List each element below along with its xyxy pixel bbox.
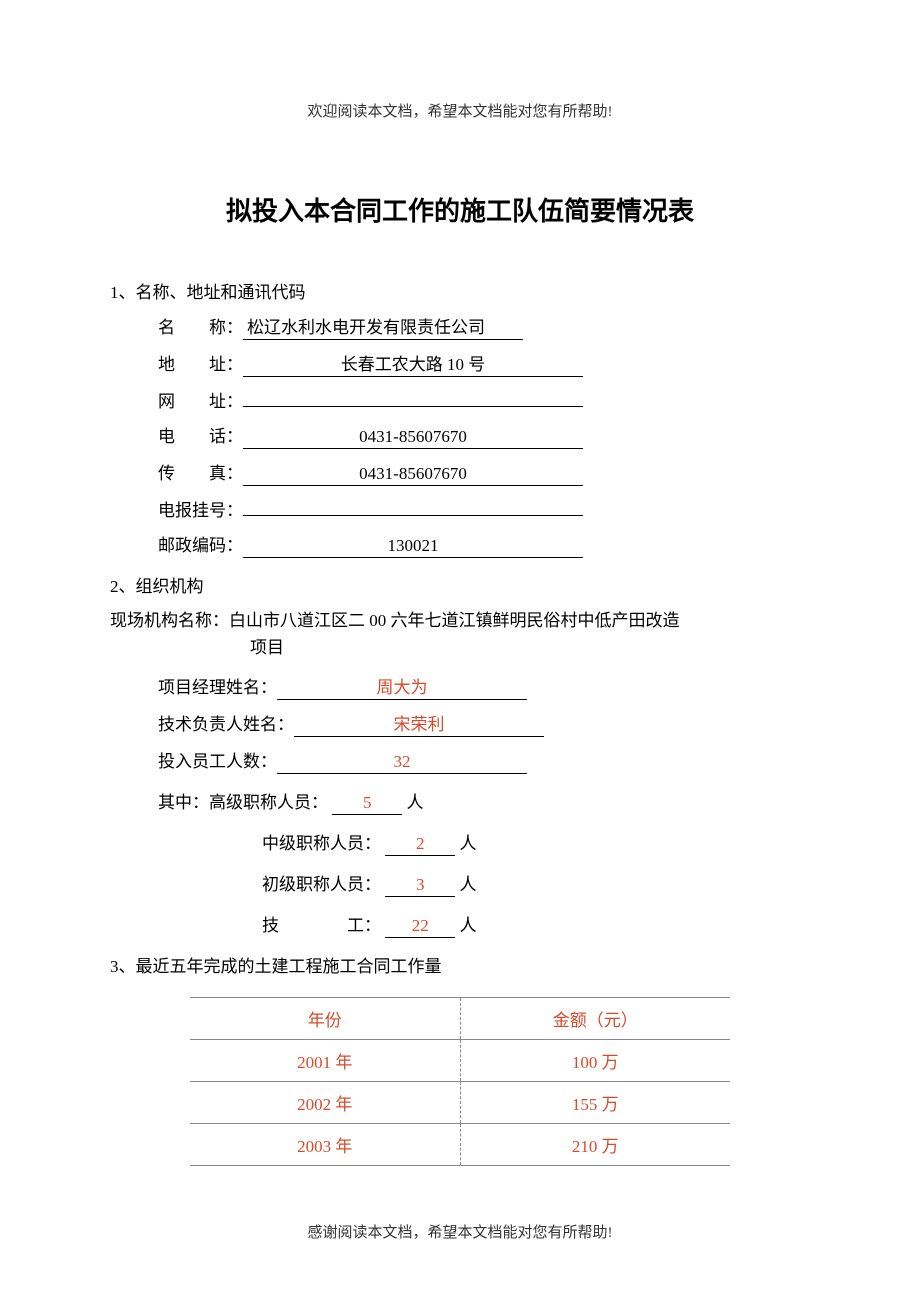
cell-amount: 100 万 (460, 1040, 730, 1082)
staff-label: 投入员工人数： (158, 747, 277, 772)
table-row: 2002 年 155 万 (190, 1082, 730, 1124)
org-value-l2: 项目 (250, 634, 810, 661)
addr-label: 地 址： (158, 350, 243, 375)
field-mid: 中级职称人员： 2 人 (262, 829, 810, 856)
pm-label: 项目经理姓名： (158, 673, 277, 698)
cell-amount: 210 万 (460, 1124, 730, 1166)
field-staff: 投入员工人数： 32 (158, 747, 810, 774)
cell-year: 2001 年 (190, 1040, 460, 1082)
work-table: 年份 金额（元） 2001 年 100 万 2002 年 155 万 2003 … (190, 997, 730, 1166)
telex-value (243, 514, 583, 516)
zip-value: 130021 (243, 536, 583, 558)
page-title: 拟投入本合同工作的施工队伍简要情况表 (110, 191, 810, 228)
cell-year: 2003 年 (190, 1124, 460, 1166)
unit-person: 人 (460, 875, 477, 894)
field-tel: 电 话： 0431-85607670 (158, 422, 810, 449)
tech-value: 宋荣利 (294, 710, 544, 737)
junior-label: 初级职称人员： (262, 875, 381, 894)
field-pm: 项目经理姓名： 周大为 (158, 673, 810, 700)
among-label: 其中：高级职称人员： (158, 793, 328, 812)
name-value: 松辽水利水电开发有限责任公司 (243, 313, 523, 340)
section2-heading: 2、组织机构 (110, 572, 810, 597)
org-value-l1: 白山市八道江区二 00 六年七道江镇鲜明民俗村中低产田改造 (229, 611, 680, 630)
mid-value: 2 (385, 834, 455, 856)
header-note: 欢迎阅读本文档，希望本文档能对您有所帮助! (110, 100, 810, 121)
field-senior: 其中：高级职称人员： 5 人 (158, 788, 810, 815)
tel-value: 0431-85607670 (243, 427, 583, 449)
fax-label: 传 真： (158, 459, 243, 484)
col-amount: 金额（元） (460, 998, 730, 1040)
field-junior: 初级职称人员： 3 人 (262, 870, 810, 897)
org-label: 现场机构名称： (110, 611, 229, 630)
cell-amount: 155 万 (460, 1082, 730, 1124)
field-worker: 技 工： 22 人 (262, 911, 810, 938)
table-row: 2001 年 100 万 (190, 1040, 730, 1082)
staff-value: 32 (277, 752, 527, 774)
telex-label: 电报挂号： (158, 496, 243, 521)
addr-value: 长春工农大路 10 号 (243, 350, 583, 377)
field-web: 网 址： (158, 387, 810, 412)
section1-heading: 1、名称、地址和通讯代码 (110, 278, 810, 303)
tech-label: 技术负责人姓名： (158, 710, 294, 735)
pm-value: 周大为 (277, 673, 527, 700)
field-tech: 技术负责人姓名： 宋荣利 (158, 710, 810, 737)
field-name: 名 称： 松辽水利水电开发有限责任公司 (158, 313, 810, 340)
unit-person: 人 (407, 793, 424, 812)
mid-label: 中级职称人员： (262, 834, 381, 853)
zip-label: 邮政编码： (158, 531, 243, 556)
table-row: 2003 年 210 万 (190, 1124, 730, 1166)
col-year: 年份 (190, 998, 460, 1040)
name-label: 名 称： (158, 313, 243, 338)
field-zip: 邮政编码： 130021 (158, 531, 810, 558)
web-label: 网 址： (158, 387, 243, 412)
table-header-row: 年份 金额（元） (190, 998, 730, 1040)
tel-label: 电 话： (158, 422, 243, 447)
unit-person: 人 (460, 916, 477, 935)
org-name-row: 现场机构名称：白山市八道江区二 00 六年七道江镇鲜明民俗村中低产田改造 项目 (110, 607, 810, 661)
senior-value: 5 (332, 793, 402, 815)
field-address: 地 址： 长春工农大路 10 号 (158, 350, 810, 377)
worker-value: 22 (385, 916, 455, 938)
junior-value: 3 (385, 875, 455, 897)
unit-person: 人 (460, 834, 477, 853)
field-fax: 传 真： 0431-85607670 (158, 459, 810, 486)
fax-value: 0431-85607670 (243, 464, 583, 486)
footer-note: 感谢阅读本文档，希望本文档能对您有所帮助! (0, 1221, 920, 1242)
field-telex: 电报挂号： (158, 496, 810, 521)
worker-label: 技 工： (262, 916, 381, 935)
web-value (243, 405, 583, 407)
section3-heading: 3、最近五年完成的土建工程施工合同工作量 (110, 952, 810, 977)
cell-year: 2002 年 (190, 1082, 460, 1124)
